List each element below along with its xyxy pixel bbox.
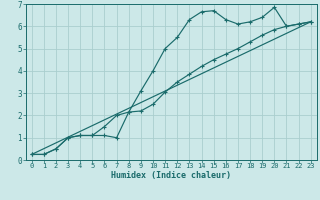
X-axis label: Humidex (Indice chaleur): Humidex (Indice chaleur): [111, 171, 231, 180]
